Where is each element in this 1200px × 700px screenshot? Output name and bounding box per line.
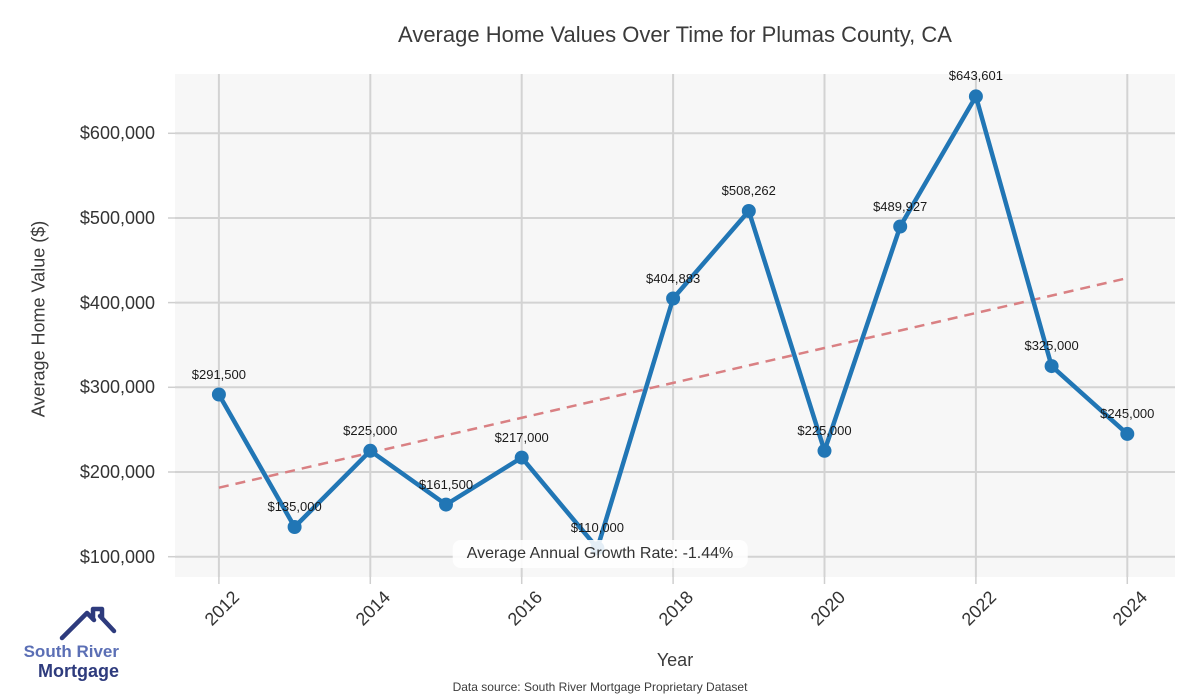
y-tick-label: $300,000 xyxy=(79,377,155,398)
data-point-marker xyxy=(514,450,529,465)
data-point-marker xyxy=(741,204,756,218)
data-point-marker xyxy=(1120,426,1135,441)
data-point-label: $110,000 xyxy=(570,520,625,536)
data-point-label: $217,000 xyxy=(494,429,549,445)
logo: South River Mortgage xyxy=(15,606,119,690)
data-point-label: $404,883 xyxy=(645,270,701,286)
data-point-marker xyxy=(287,520,302,534)
data-point-marker xyxy=(1044,359,1059,374)
plot-background xyxy=(175,74,1175,577)
x-axis-label: Year xyxy=(656,650,694,670)
data-point-marker xyxy=(817,443,832,458)
data-point-label: $325,000 xyxy=(1024,338,1079,354)
house-roof-icon xyxy=(59,606,117,641)
data-point-label: $225,000 xyxy=(343,422,398,438)
data-point-marker xyxy=(211,387,226,402)
data-point-label: $643,601 xyxy=(948,68,1003,84)
data-point-label: $245,000 xyxy=(1100,405,1155,421)
data-point-label: $291,500 xyxy=(191,366,246,382)
y-tick-label: $100,000 xyxy=(79,546,155,567)
data-point-label: $135,000 xyxy=(267,499,322,514)
growth-rate-annotation: Average Annual Growth Rate: -1.44% xyxy=(452,540,748,568)
data-point-label: $508,262 xyxy=(721,183,776,198)
data-point-marker xyxy=(363,443,378,458)
logo-text-line1: South River xyxy=(23,642,119,661)
y-tick-label: $600,000 xyxy=(79,123,155,144)
y-tick-label: $200,000 xyxy=(79,462,155,482)
data-point-marker xyxy=(968,89,983,104)
data-source: Data source: South River Mortgage Propri… xyxy=(452,680,748,694)
logo-text-line2: Mortgage xyxy=(38,661,119,681)
data-point-marker xyxy=(893,219,908,234)
data-point-label: $225,000 xyxy=(797,422,852,438)
y-tick-label: $400,000 xyxy=(79,292,155,313)
data-point-marker xyxy=(439,497,453,512)
data-point-label: $489,927 xyxy=(873,198,928,214)
chart-title: Average Home Values Over Time for Plumas… xyxy=(398,22,952,47)
data-point-label: $161,500 xyxy=(418,476,474,492)
y-tick-label: $500,000 xyxy=(79,208,155,228)
data-point-marker xyxy=(666,291,681,306)
